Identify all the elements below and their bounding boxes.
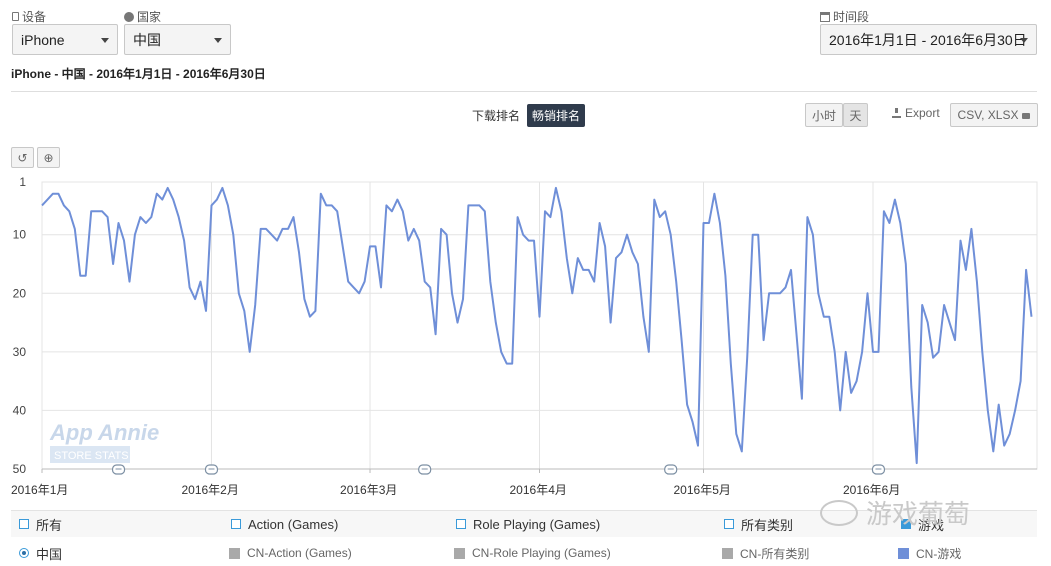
legend-label: 所有	[36, 517, 63, 533]
legend-label: CN-游戏	[916, 546, 962, 561]
legend-label: 所有类别	[741, 517, 794, 533]
x-tick-label: 2016年3月	[340, 483, 397, 497]
legend-item-action[interactable]: Action (Games)	[231, 511, 338, 537]
country-select[interactable]: 中国	[124, 24, 231, 55]
series-swatch	[898, 547, 909, 559]
checkbox-icon	[456, 519, 466, 529]
country-label: 国家	[137, 10, 162, 24]
y-tick-label: 50	[13, 462, 27, 476]
divider	[11, 91, 1037, 92]
series-swatch	[722, 547, 733, 559]
legend-series: 中国 CN-Action (Games) CN-Role Playing (Ga…	[11, 540, 1037, 566]
y-tick-label: 40	[13, 403, 27, 417]
x-tick-label: 2016年5月	[674, 483, 731, 497]
rank-chart: App Annie STORE STATS 1 10 20 30 40 50 2016年1…	[11, 175, 1038, 497]
legend-item-all[interactable]: 所有	[19, 511, 62, 537]
legend-series-cn-action[interactable]: CN-Action (Games)	[229, 540, 352, 566]
checkbox-icon	[724, 519, 734, 529]
legend-series-cn-roleplaying[interactable]: CN-Role Playing (Games)	[454, 540, 611, 566]
legend-item-roleplaying[interactable]: Role Playing (Games)	[456, 511, 600, 537]
download-icon	[892, 108, 901, 118]
legend-item-china[interactable]: 中国	[19, 540, 62, 566]
chevron-down-icon	[1020, 38, 1028, 43]
y-axis: 1 10 20 30 40 50	[13, 175, 27, 476]
page-subtitle: iPhone - 中国 - 2016年1月1日 - 2016年6月30日	[11, 67, 266, 81]
checkbox-icon	[231, 519, 241, 529]
globe-icon	[124, 11, 134, 22]
export-format-label: CSV, XLSX	[957, 108, 1019, 122]
legend-label: 中国	[36, 546, 63, 562]
period-select-value: 2016年1月1日 - 2016年6月30日	[829, 31, 1027, 48]
rank-tabs: 下载排名 畅销排名	[467, 104, 586, 127]
device-icon	[12, 12, 19, 21]
day-button[interactable]: 天	[843, 103, 868, 127]
series	[41, 186, 1033, 465]
watermark-title: App Annie	[49, 420, 159, 445]
export-button[interactable]: Export	[892, 106, 940, 120]
legend-categories: 所有 Action (Games) Role Playing (Games) 所…	[11, 511, 1037, 537]
x-tick-label: 2016年4月	[510, 483, 567, 497]
corner-watermark: 游戏葡萄	[820, 494, 970, 531]
grid	[41, 181, 1038, 470]
reset-zoom-button[interactable]: ↺	[11, 147, 34, 168]
watermark-badge	[50, 446, 130, 463]
series-swatch	[229, 547, 240, 559]
checkbox-checked-icon	[901, 519, 911, 529]
legend-label: CN-所有类别	[740, 546, 810, 561]
zoom-button[interactable]: ⊕	[37, 147, 60, 168]
annotations	[111, 464, 886, 475]
device-select-value: iPhone	[21, 31, 65, 48]
hour-button[interactable]: 小时	[805, 103, 843, 127]
export-label: Export	[905, 106, 940, 120]
legend-divider	[11, 510, 1037, 511]
corner-watermark-text: 游戏葡萄	[866, 500, 971, 530]
y-tick-label: 1	[19, 175, 26, 189]
period-label: 时间段	[833, 10, 870, 24]
legend-item-all-categories[interactable]: 所有类别	[724, 511, 793, 537]
legend-item-games[interactable]: 游戏	[901, 511, 944, 537]
legend-series-cn-all-categories[interactable]: CN-所有类别	[722, 540, 809, 566]
legend-label: Action (Games)	[248, 516, 339, 532]
y-tick-label: 30	[13, 345, 27, 359]
tab-grossing[interactable]: 畅销排名	[527, 104, 586, 127]
watermark-subtitle: STORE STATS	[54, 450, 129, 462]
device-label: 设备	[22, 10, 47, 24]
period-label-group: 时间段	[820, 8, 869, 25]
reset-icon: ↺	[17, 150, 28, 165]
legend-label: CN-Action (Games)	[247, 546, 352, 560]
zoom-icon: ⊕	[43, 150, 54, 165]
series-line	[41, 186, 1033, 465]
series-swatch	[454, 547, 465, 559]
chevron-down-icon	[101, 38, 109, 43]
lock-icon	[1022, 113, 1031, 119]
legend-label: CN-Role Playing (Games)	[472, 546, 611, 560]
country-select-value: 中国	[133, 31, 161, 48]
checkbox-icon	[19, 519, 29, 529]
x-axis: 2016年1月 2016年2月 2016年3月 2016年4月 2016年5月 2016年…	[11, 469, 900, 497]
legend-series-cn-games[interactable]: CN-游戏	[898, 540, 961, 566]
y-tick-label: 10	[13, 228, 27, 242]
chevron-down-icon	[214, 38, 222, 43]
x-tick-label: 2016年2月	[181, 483, 238, 497]
device-label-group: 设备	[12, 8, 46, 25]
wechat-icon	[820, 499, 858, 526]
device-select[interactable]: iPhone	[12, 24, 118, 55]
tab-downloads[interactable]: 下载排名	[472, 109, 521, 123]
legend-label: 游戏	[918, 517, 945, 533]
appannie-watermark: App Annie STORE STATS	[49, 420, 159, 463]
export-format-button[interactable]: CSV, XLSX	[950, 103, 1038, 127]
legend-label: Role Playing (Games)	[473, 516, 601, 532]
x-tick-label: 2016年6月	[843, 483, 900, 497]
y-tick-label: 20	[13, 286, 27, 300]
x-tick-label: 2016年1月	[11, 483, 68, 497]
country-label-group: 国家	[124, 8, 161, 25]
granularity-toggle: 小时 天	[805, 103, 868, 127]
calendar-icon	[820, 11, 830, 22]
radio-icon	[19, 548, 29, 558]
period-select[interactable]: 2016年1月1日 - 2016年6月30日	[820, 24, 1037, 55]
